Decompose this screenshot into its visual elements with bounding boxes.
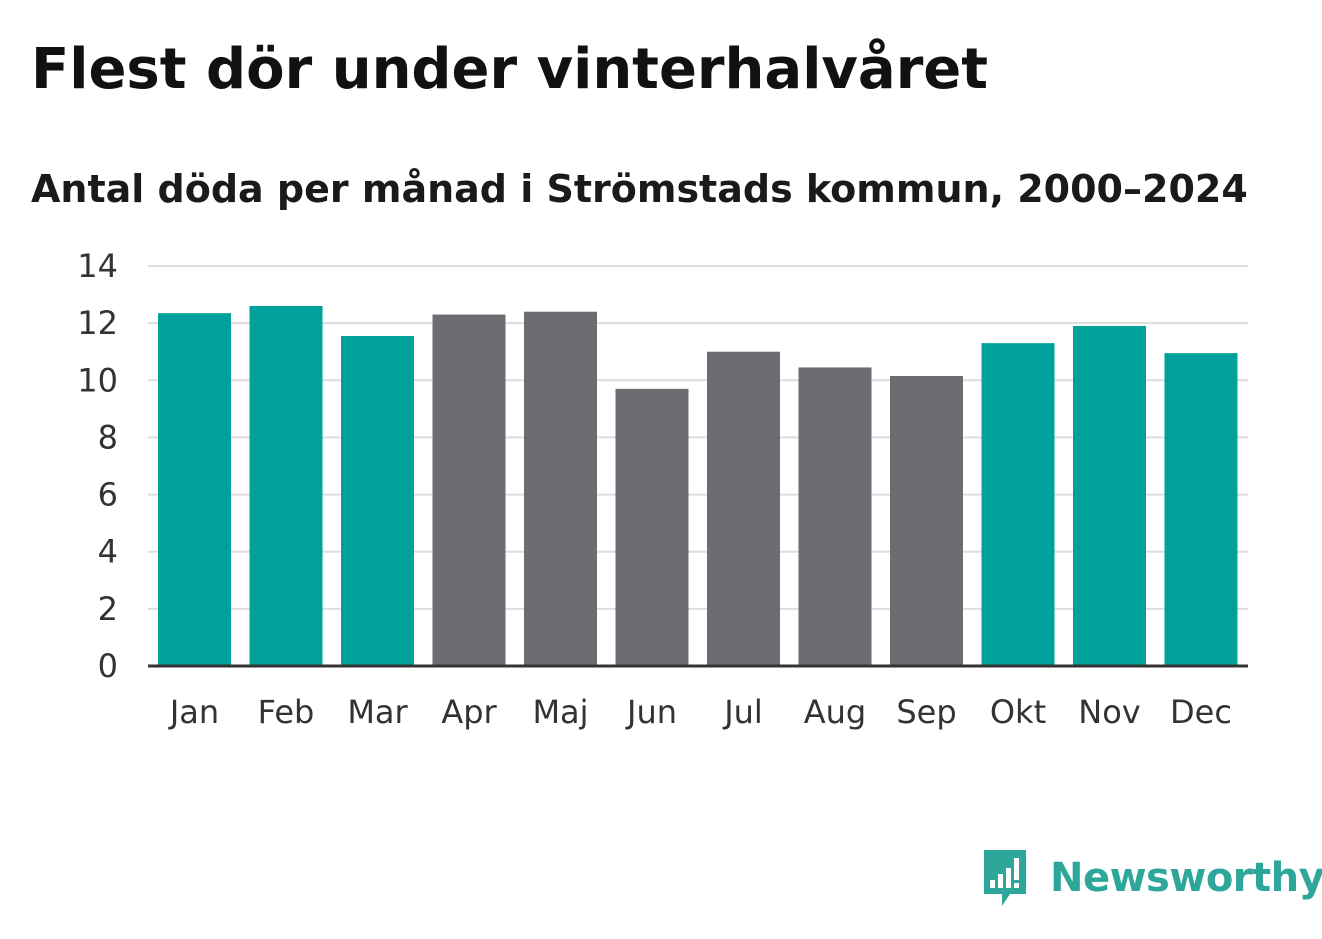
x-tick-label: Maj: [532, 693, 588, 731]
y-tick-label: 0: [98, 647, 118, 685]
x-tick-label: Jun: [625, 693, 677, 731]
y-tick-label: 8: [98, 418, 118, 456]
bar-sep: [890, 376, 963, 666]
x-tick-label: Sep: [896, 693, 956, 731]
y-tick-label: 10: [77, 361, 118, 399]
brand-logo: Newsworthy: [980, 846, 1322, 910]
x-tick-label: Feb: [258, 693, 315, 731]
bar-nov: [1073, 326, 1146, 666]
y-tick-label: 6: [98, 476, 118, 514]
bar-aug: [798, 367, 872, 666]
chart-title: Flest dör under vinterhalvåret: [31, 37, 989, 102]
x-tick-label: Mar: [347, 693, 408, 731]
x-tick-label: Dec: [1170, 693, 1232, 731]
x-tick-label: Jan: [168, 693, 219, 731]
chart-subtitle: Antal döda per månad i Strömstads kommun…: [31, 167, 1248, 211]
bar-jan: [158, 313, 231, 666]
bar-chart-speech-bubble-icon: [984, 850, 1026, 906]
x-tick-label: Okt: [990, 693, 1046, 731]
x-axis-ticks: Jan Feb Mar Apr Maj Jun Jul Aug Sep Okt Nov Dec: [168, 693, 1232, 731]
y-tick-label: 12: [77, 304, 118, 342]
bar-apr: [432, 314, 506, 666]
y-tick-label: 4: [98, 533, 118, 571]
bar-okt: [981, 343, 1055, 666]
bar-maj: [524, 311, 597, 666]
y-tick-label: 14: [77, 247, 118, 285]
y-tick-label: 2: [98, 590, 118, 628]
x-tick-label: Jul: [722, 693, 763, 731]
x-tick-label: Nov: [1078, 693, 1140, 731]
bar-chart: 0 2 4 6 8 10 12 14 Jan Feb Mar Apr Maj Jun Jul Aug Sep O…: [77, 247, 1248, 731]
bar-mar: [341, 336, 414, 666]
bar-jun: [615, 388, 689, 666]
bar-jul: [707, 351, 780, 666]
grid-lines: [148, 265, 1248, 610]
bar-feb: [249, 306, 323, 666]
x-tick-label: Aug: [804, 693, 866, 731]
bars: [158, 306, 1238, 666]
y-axis-ticks: 0 2 4 6 8 10 12 14: [77, 247, 118, 685]
x-tick-label: Apr: [441, 693, 497, 731]
bar-dec: [1164, 353, 1238, 666]
brand-name: Newsworthy: [1050, 855, 1322, 901]
